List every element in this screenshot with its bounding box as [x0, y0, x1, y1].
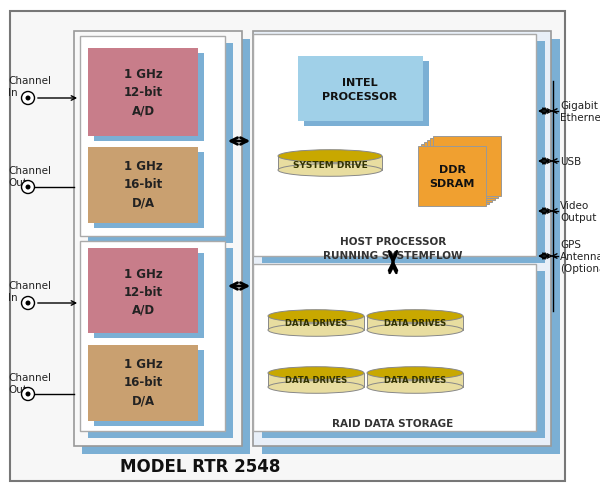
- Ellipse shape: [367, 381, 463, 393]
- Text: MODEL RTR 2548: MODEL RTR 2548: [120, 457, 280, 475]
- Bar: [94, 254, 204, 338]
- Text: RAID DATA STORAGE: RAID DATA STORAGE: [332, 418, 454, 428]
- Bar: [268, 373, 364, 387]
- Bar: [94, 54, 204, 142]
- Circle shape: [22, 92, 35, 105]
- Text: DATA DRIVES: DATA DRIVES: [384, 319, 446, 328]
- Text: Channel
In: Channel In: [8, 280, 51, 303]
- Bar: [88, 49, 198, 137]
- Bar: [367, 373, 463, 387]
- Bar: [253, 32, 551, 446]
- Bar: [430, 139, 498, 198]
- Bar: [82, 40, 250, 454]
- Bar: [424, 143, 492, 202]
- Circle shape: [25, 392, 31, 397]
- Circle shape: [25, 185, 31, 190]
- Bar: [298, 57, 423, 122]
- Bar: [88, 44, 233, 243]
- Bar: [418, 147, 486, 206]
- Bar: [262, 40, 560, 454]
- Circle shape: [25, 301, 31, 306]
- Text: USB: USB: [560, 157, 581, 167]
- Circle shape: [22, 181, 35, 194]
- Ellipse shape: [268, 367, 364, 380]
- Bar: [74, 32, 242, 446]
- Bar: [94, 350, 204, 426]
- Text: INTEL
PROCESSOR: INTEL PROCESSOR: [322, 78, 398, 102]
- Ellipse shape: [367, 310, 463, 323]
- Text: DATA DRIVES: DATA DRIVES: [384, 376, 446, 385]
- Text: Channel
In: Channel In: [8, 76, 51, 98]
- Bar: [88, 248, 198, 333]
- Circle shape: [25, 96, 31, 101]
- Bar: [268, 316, 364, 330]
- Text: Video
Output: Video Output: [560, 200, 596, 223]
- Bar: [80, 241, 225, 431]
- Bar: [94, 153, 204, 228]
- Circle shape: [22, 388, 35, 401]
- Text: Gigabit
Ethernet: Gigabit Ethernet: [560, 101, 600, 123]
- Text: DATA DRIVES: DATA DRIVES: [285, 319, 347, 328]
- Text: 1 GHz
16-bit
D/A: 1 GHz 16-bit D/A: [124, 160, 163, 209]
- Text: 1 GHz
16-bit
D/A: 1 GHz 16-bit D/A: [124, 358, 163, 407]
- Bar: [88, 345, 198, 421]
- Bar: [262, 272, 545, 438]
- Bar: [88, 248, 233, 438]
- Bar: [433, 137, 501, 196]
- Ellipse shape: [367, 367, 463, 380]
- Text: 1 GHz
12-bit
A/D: 1 GHz 12-bit A/D: [124, 267, 163, 316]
- Circle shape: [22, 297, 35, 310]
- Ellipse shape: [278, 164, 382, 177]
- Text: DATA DRIVES: DATA DRIVES: [285, 376, 347, 385]
- Bar: [88, 148, 198, 223]
- Bar: [421, 145, 489, 204]
- Bar: [80, 37, 225, 236]
- Bar: [367, 316, 463, 330]
- Bar: [262, 42, 545, 264]
- Ellipse shape: [268, 310, 364, 323]
- Ellipse shape: [268, 324, 364, 337]
- Text: SYSTEM DRIVE: SYSTEM DRIVE: [293, 160, 367, 169]
- Bar: [253, 35, 536, 257]
- Text: GPS
Antenna
(Optional): GPS Antenna (Optional): [560, 239, 600, 274]
- Text: Channel
Out: Channel Out: [8, 165, 51, 188]
- Ellipse shape: [278, 150, 382, 163]
- Bar: [427, 141, 495, 200]
- Text: DDR
SDRAM: DDR SDRAM: [430, 165, 475, 188]
- Text: HOST PROCESSOR
RUNNING SYSTEMFLOW: HOST PROCESSOR RUNNING SYSTEMFLOW: [323, 237, 463, 260]
- Ellipse shape: [367, 324, 463, 337]
- Bar: [304, 62, 429, 127]
- Text: Channel
Out: Channel Out: [8, 372, 51, 394]
- Bar: [253, 265, 536, 431]
- Bar: [278, 157, 382, 171]
- Ellipse shape: [268, 381, 364, 393]
- Text: 1 GHz
12-bit
A/D: 1 GHz 12-bit A/D: [124, 68, 163, 117]
